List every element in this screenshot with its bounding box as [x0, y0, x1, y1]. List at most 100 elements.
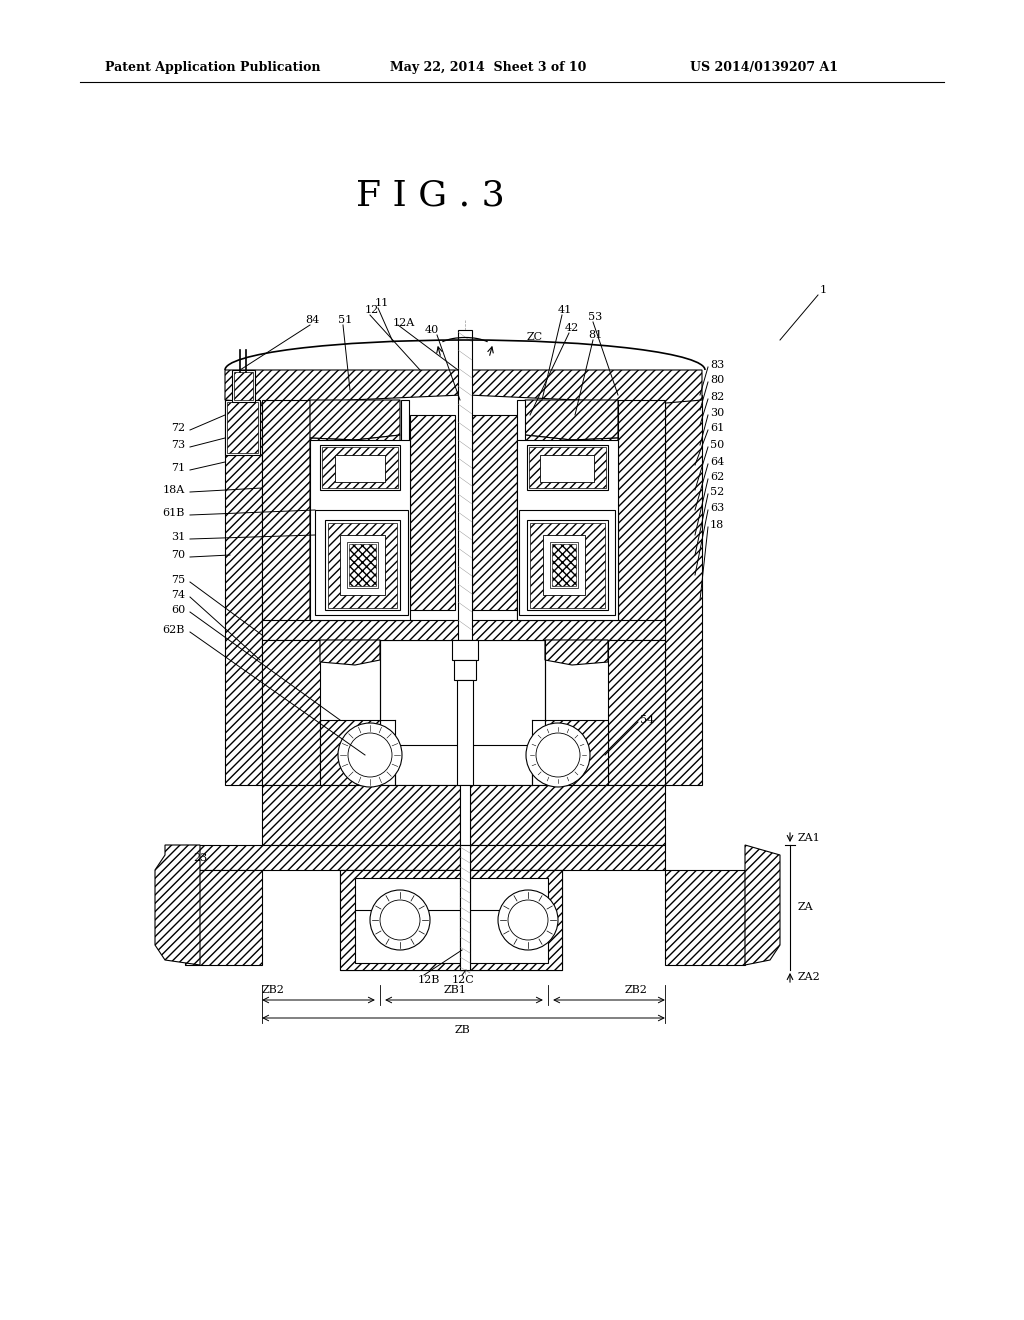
Text: 12A: 12A: [393, 318, 416, 327]
Text: 12C: 12C: [452, 975, 475, 985]
Circle shape: [370, 890, 430, 950]
Text: ZB2: ZB2: [262, 985, 285, 995]
Polygon shape: [340, 870, 562, 970]
Text: 82: 82: [710, 392, 724, 403]
Text: ZA2: ZA2: [798, 972, 821, 982]
Text: 11: 11: [375, 298, 389, 308]
Polygon shape: [457, 680, 473, 785]
Polygon shape: [665, 870, 745, 965]
Polygon shape: [545, 640, 608, 665]
Text: 83: 83: [710, 360, 724, 370]
Polygon shape: [452, 640, 478, 660]
Polygon shape: [349, 544, 376, 586]
Polygon shape: [319, 445, 400, 490]
Text: ZA1: ZA1: [798, 833, 821, 843]
Text: 84: 84: [305, 315, 319, 325]
Text: 80: 80: [710, 375, 724, 385]
Polygon shape: [355, 878, 548, 964]
Text: 41: 41: [558, 305, 572, 315]
Polygon shape: [262, 785, 665, 845]
Polygon shape: [550, 543, 578, 587]
Text: 18A: 18A: [163, 484, 185, 495]
Text: 62: 62: [710, 473, 724, 482]
Polygon shape: [401, 400, 524, 620]
Text: 18: 18: [710, 520, 724, 531]
Circle shape: [508, 900, 548, 940]
Polygon shape: [454, 660, 476, 680]
Text: F I G . 3: F I G . 3: [355, 178, 505, 213]
Text: ZB2: ZB2: [625, 985, 648, 995]
Text: 23: 23: [193, 853, 207, 863]
Polygon shape: [745, 845, 780, 965]
Polygon shape: [310, 440, 410, 620]
Polygon shape: [315, 510, 408, 615]
Circle shape: [498, 890, 558, 950]
Polygon shape: [225, 370, 462, 405]
Polygon shape: [310, 400, 400, 440]
Polygon shape: [665, 395, 702, 785]
Text: 74: 74: [171, 590, 185, 601]
Text: 62B: 62B: [163, 624, 185, 635]
Polygon shape: [322, 447, 398, 488]
Text: 30: 30: [710, 408, 724, 418]
Polygon shape: [545, 719, 608, 785]
Polygon shape: [410, 414, 455, 610]
Polygon shape: [552, 544, 575, 586]
Text: ZB: ZB: [454, 1026, 470, 1035]
Polygon shape: [340, 870, 562, 970]
Polygon shape: [328, 523, 397, 609]
Polygon shape: [460, 640, 470, 970]
Polygon shape: [527, 520, 608, 610]
Polygon shape: [185, 870, 262, 965]
Polygon shape: [262, 400, 310, 624]
Polygon shape: [325, 520, 400, 610]
Polygon shape: [340, 535, 385, 595]
Text: 61B: 61B: [163, 508, 185, 517]
Circle shape: [380, 900, 420, 940]
Polygon shape: [543, 535, 585, 595]
Text: 42: 42: [565, 323, 580, 333]
Polygon shape: [468, 370, 702, 405]
Circle shape: [348, 733, 392, 777]
Polygon shape: [530, 523, 605, 609]
Text: 63: 63: [710, 503, 724, 513]
Polygon shape: [319, 640, 380, 665]
Text: 31: 31: [171, 532, 185, 543]
Polygon shape: [517, 400, 525, 620]
Text: 73: 73: [171, 440, 185, 450]
Polygon shape: [519, 510, 615, 615]
Polygon shape: [355, 436, 400, 620]
Polygon shape: [185, 845, 665, 870]
Text: ZB1: ZB1: [443, 985, 467, 995]
Polygon shape: [608, 640, 665, 785]
Text: 1: 1: [820, 285, 827, 294]
Polygon shape: [310, 438, 355, 620]
Text: 50: 50: [710, 440, 724, 450]
Circle shape: [526, 723, 590, 787]
Polygon shape: [262, 620, 665, 640]
Text: 75: 75: [171, 576, 185, 585]
Text: 70: 70: [171, 550, 185, 560]
Polygon shape: [347, 543, 378, 587]
Polygon shape: [401, 400, 409, 620]
Polygon shape: [335, 455, 385, 482]
Polygon shape: [232, 370, 255, 403]
Text: 53: 53: [588, 312, 602, 322]
Polygon shape: [525, 436, 572, 620]
Text: 61: 61: [710, 422, 724, 433]
Polygon shape: [472, 414, 517, 610]
Text: 71: 71: [171, 463, 185, 473]
Text: Patent Application Publication: Patent Application Publication: [105, 62, 321, 74]
Polygon shape: [572, 438, 618, 620]
Polygon shape: [234, 372, 253, 400]
Text: May 22, 2014  Sheet 3 of 10: May 22, 2014 Sheet 3 of 10: [390, 62, 587, 74]
Polygon shape: [155, 845, 200, 965]
Text: ZC: ZC: [527, 333, 543, 342]
Polygon shape: [540, 455, 594, 482]
Text: 72: 72: [171, 422, 185, 433]
Polygon shape: [262, 640, 319, 785]
Text: US 2014/0139207 A1: US 2014/0139207 A1: [690, 62, 838, 74]
Text: ZA: ZA: [798, 902, 814, 912]
Polygon shape: [525, 400, 618, 440]
Text: 12: 12: [365, 305, 379, 315]
